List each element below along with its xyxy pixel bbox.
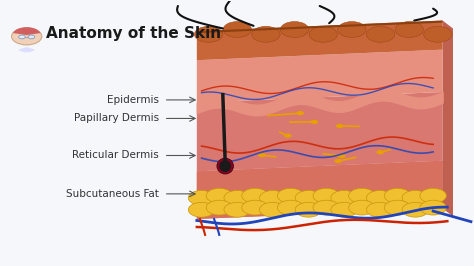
Ellipse shape bbox=[219, 160, 231, 172]
Circle shape bbox=[420, 200, 447, 215]
Polygon shape bbox=[197, 50, 443, 103]
Circle shape bbox=[224, 202, 250, 217]
Polygon shape bbox=[197, 20, 443, 60]
Circle shape bbox=[395, 22, 423, 38]
Polygon shape bbox=[197, 20, 443, 33]
Circle shape bbox=[295, 202, 322, 217]
Text: Epidermis: Epidermis bbox=[107, 95, 159, 105]
Circle shape bbox=[309, 26, 337, 42]
Circle shape bbox=[260, 190, 286, 205]
Circle shape bbox=[424, 26, 452, 42]
Circle shape bbox=[420, 188, 447, 203]
Circle shape bbox=[223, 22, 252, 38]
Circle shape bbox=[366, 190, 393, 205]
Circle shape bbox=[296, 111, 304, 115]
Circle shape bbox=[18, 35, 25, 39]
Circle shape bbox=[310, 120, 318, 124]
Circle shape bbox=[277, 200, 304, 215]
Circle shape bbox=[258, 153, 266, 157]
Circle shape bbox=[260, 202, 286, 217]
Circle shape bbox=[349, 200, 375, 215]
Circle shape bbox=[313, 188, 339, 203]
Circle shape bbox=[28, 35, 35, 39]
Circle shape bbox=[336, 124, 344, 128]
Circle shape bbox=[376, 150, 384, 154]
Circle shape bbox=[295, 190, 322, 205]
Polygon shape bbox=[197, 161, 443, 219]
Circle shape bbox=[206, 188, 233, 203]
Circle shape bbox=[338, 154, 346, 158]
Circle shape bbox=[242, 188, 268, 203]
Circle shape bbox=[366, 202, 393, 217]
Circle shape bbox=[224, 190, 250, 205]
Circle shape bbox=[331, 202, 357, 217]
Circle shape bbox=[206, 200, 233, 215]
Circle shape bbox=[349, 188, 375, 203]
Circle shape bbox=[284, 134, 292, 138]
Text: Reticular Dermis: Reticular Dermis bbox=[72, 151, 159, 160]
Circle shape bbox=[331, 190, 357, 205]
Circle shape bbox=[188, 190, 215, 205]
Circle shape bbox=[281, 22, 309, 38]
Ellipse shape bbox=[217, 158, 234, 174]
Text: Papillary Dermis: Papillary Dermis bbox=[74, 113, 159, 123]
Circle shape bbox=[11, 28, 42, 45]
Circle shape bbox=[338, 22, 366, 38]
Wedge shape bbox=[18, 47, 35, 52]
Polygon shape bbox=[197, 92, 443, 171]
Circle shape bbox=[242, 200, 268, 215]
Circle shape bbox=[402, 190, 428, 205]
Circle shape bbox=[384, 188, 411, 203]
Circle shape bbox=[402, 202, 428, 217]
Circle shape bbox=[313, 200, 339, 215]
Circle shape bbox=[188, 202, 215, 217]
Wedge shape bbox=[13, 27, 40, 35]
Circle shape bbox=[194, 26, 223, 42]
Circle shape bbox=[366, 26, 395, 42]
Circle shape bbox=[335, 159, 342, 163]
Circle shape bbox=[277, 188, 304, 203]
Text: Subcutaneous Fat: Subcutaneous Fat bbox=[66, 189, 159, 199]
Polygon shape bbox=[443, 20, 453, 216]
Circle shape bbox=[252, 26, 280, 42]
Text: Anatomy of the Skin: Anatomy of the Skin bbox=[46, 26, 221, 41]
Polygon shape bbox=[197, 161, 443, 219]
Circle shape bbox=[384, 200, 411, 215]
